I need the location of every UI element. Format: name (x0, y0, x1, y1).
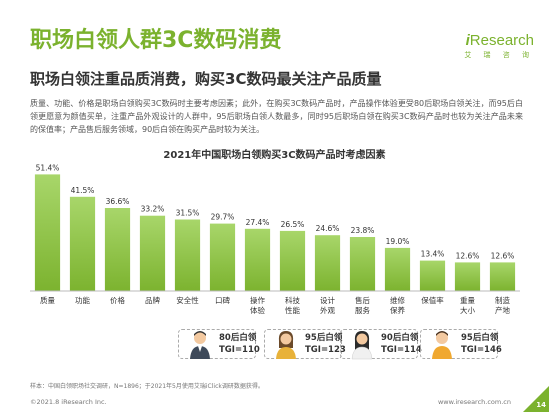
bar-5 (209, 223, 236, 291)
chart-title: 2021年中国职场白领购买3C数码产品时考虑因素 (163, 150, 386, 161)
iresearch-logo: iResearch 艾 瑞 咨 询 (452, 32, 534, 60)
page-title: 职场白领人群3C数码消费 (30, 28, 282, 53)
data-label: 26.5% (281, 220, 305, 229)
bar-3 (139, 215, 166, 291)
bar-1 (69, 196, 96, 291)
callout-tgi: TGI=114 (381, 345, 422, 355)
copyright: ©2021.8 iResearch Inc. (30, 398, 107, 406)
callout-label: 95后白领 (305, 333, 343, 343)
summary-paragraph: 质量、功能、价格是职场白领购买3C数码时主要考虑因素；此外，在购买3C数码产品时… (30, 99, 523, 134)
category-label: 功能 (75, 295, 90, 305)
bar-13 (489, 262, 516, 291)
callout-tgi: TGI=110 (219, 345, 260, 355)
category-label: 制造产地 (495, 295, 510, 315)
category-label: 维修保养 (390, 295, 405, 315)
callout-95s-design: 95后白领 TGI=123 (264, 329, 346, 359)
page-subtitle: 职场白领注重品质消费，购买3C数码最关注产品质量 (30, 70, 382, 88)
data-label: 19.0% (386, 237, 410, 246)
category-label: 设计外观 (320, 295, 335, 315)
page-number: 14 (536, 401, 546, 409)
bar-7 (279, 230, 306, 291)
data-label: 12.6% (456, 251, 480, 260)
callout-label: 95后白领 (461, 333, 499, 343)
category-label: 科技性能 (285, 295, 300, 315)
bar-2 (104, 208, 131, 291)
bar-8 (314, 235, 341, 291)
data-label: 27.4% (246, 218, 270, 227)
category-label: 售后服务 (355, 295, 370, 315)
bar-4 (174, 219, 201, 291)
category-label: 保值率 (421, 295, 444, 305)
callout-label: 90后白领 (381, 333, 419, 343)
female-avatar-icon (276, 331, 296, 359)
logo-wordmark: iResearch (452, 32, 534, 49)
callout-95s-value: 95后白领 TGI=146 (420, 329, 502, 359)
data-label: 41.5% (71, 186, 95, 195)
source-note: 样本：中国白领职场社交调研，N=1896；于2021年5月使用艾瑞iClick调… (30, 383, 264, 390)
bar-11 (419, 260, 446, 291)
data-label: 24.6% (316, 224, 340, 233)
category-label: 质量 (40, 295, 55, 305)
category-label: 口碑 (215, 295, 230, 305)
callout-tgi: TGI=146 (461, 345, 502, 355)
website-link[interactable]: www.iresearch.com.cn (437, 398, 511, 406)
callout-90s: 90后白领 TGI=114 (340, 329, 422, 360)
data-label: 29.7% (211, 213, 235, 222)
category-label: 价格 (110, 295, 125, 305)
callout-80s: 80后白领 TGI=110 (178, 329, 260, 359)
logo-chinese: 艾 瑞 咨 询 (464, 51, 534, 59)
logo-prefix: i (465, 32, 470, 49)
category-label: 品牌 (145, 295, 160, 305)
page-corner (523, 386, 549, 412)
data-label: 13.4% (421, 250, 445, 259)
bar-9 (349, 237, 376, 291)
data-label: 31.5% (176, 209, 200, 218)
female-avatar-icon (351, 331, 373, 360)
bar-12 (454, 262, 481, 291)
callout-label: 80后白领 (219, 333, 257, 343)
logo-word: Research (469, 32, 534, 49)
bar-chart: 51.4% 质量 41.5% 功能 36.6% 价格 33.2% 品牌 31.5% 安全性 29.7… (30, 163, 520, 315)
bar-10 (384, 247, 411, 291)
category-label: 安全性 (176, 295, 199, 305)
data-label: 36.6% (106, 197, 130, 206)
male-avatar-icon (432, 331, 452, 359)
bar-6 (244, 228, 271, 291)
data-label: 33.2% (141, 205, 165, 214)
category-label: 操作体验 (250, 295, 265, 315)
callout-tgi: TGI=123 (305, 345, 346, 355)
category-label: 重量大小 (460, 296, 475, 315)
bar-0 (34, 174, 61, 291)
male-avatar-icon (190, 331, 210, 359)
data-label: 23.8% (351, 226, 375, 235)
data-label: 12.6% (491, 251, 515, 260)
data-label: 51.4% (36, 163, 60, 172)
